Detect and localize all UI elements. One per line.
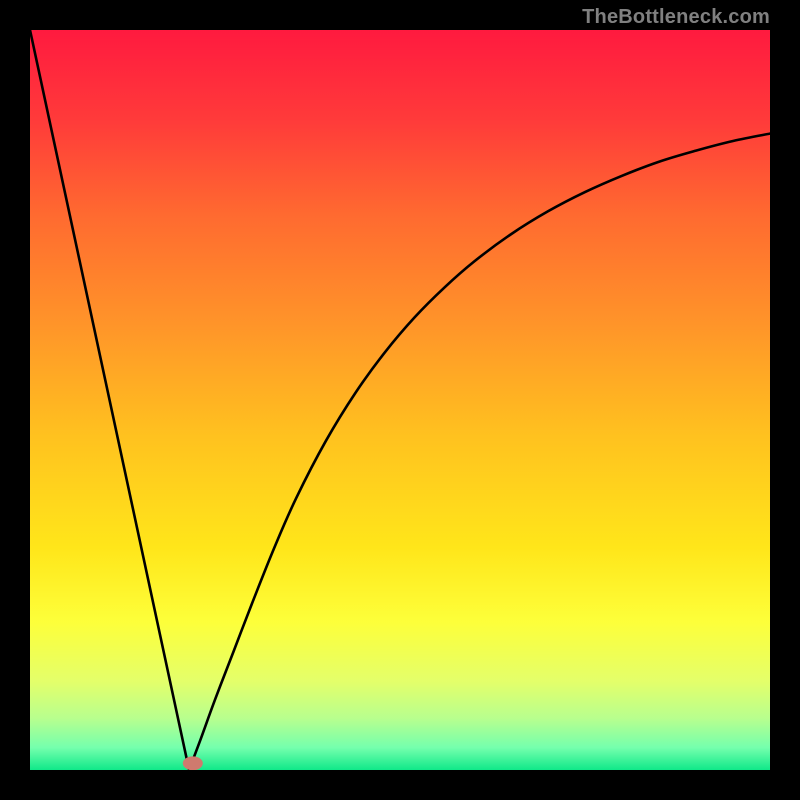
gradient-background (30, 30, 770, 770)
minimum-marker (183, 756, 203, 770)
watermark-text: TheBottleneck.com (582, 6, 770, 29)
chart-plot-area (30, 30, 770, 770)
chart-svg (30, 30, 770, 770)
